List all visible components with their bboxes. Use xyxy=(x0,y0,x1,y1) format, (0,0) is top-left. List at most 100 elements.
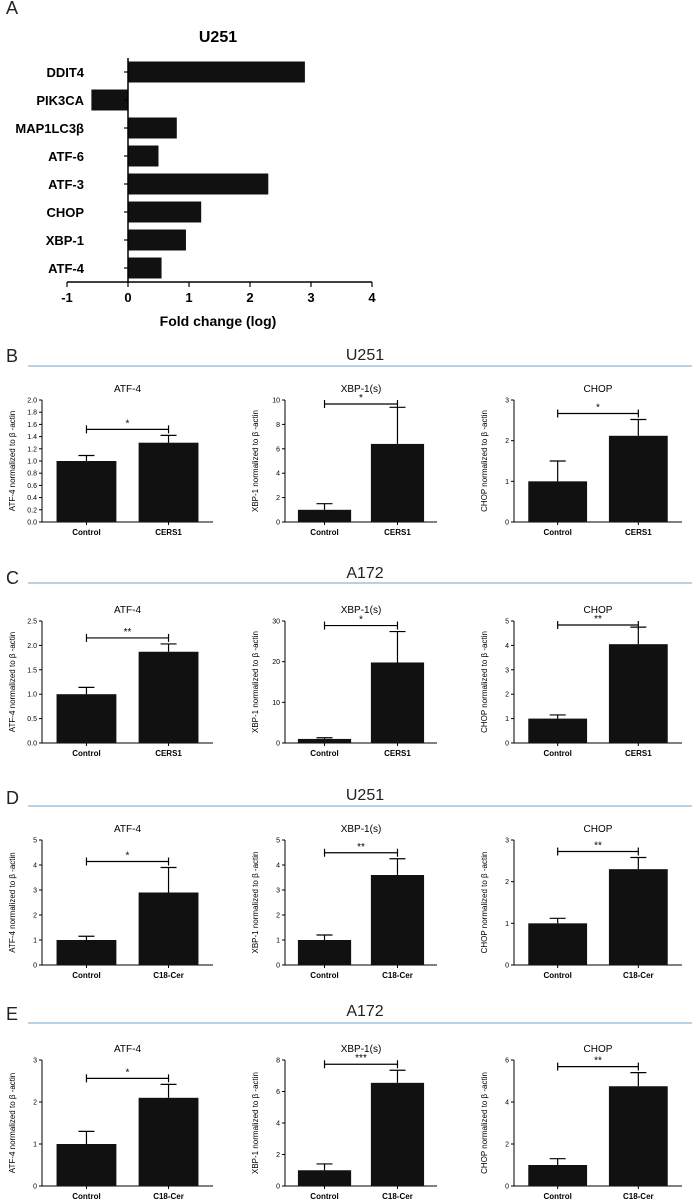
y-tick-label: 0.2 xyxy=(27,507,37,514)
y-tick-label: 0 xyxy=(505,963,509,970)
y-tick-label: 3 xyxy=(33,888,37,895)
x-tick-label: Control xyxy=(310,1192,338,1201)
bar-cers1 xyxy=(370,443,425,522)
category-label: MAP1LC3β xyxy=(15,121,84,136)
bar-ddit4 xyxy=(128,61,305,83)
y-tick-label: 30 xyxy=(272,619,280,626)
x-tick-label: 1 xyxy=(185,290,192,305)
y-tick-label: 5 xyxy=(276,838,280,845)
bar-control xyxy=(56,694,117,743)
bar-cers1 xyxy=(608,644,668,743)
y-tick-label: 1.5 xyxy=(27,667,37,674)
y-tick-label: 10 xyxy=(272,398,280,405)
panel-d-chart-xbp-1-s-: XBP-1(s) XBP-1 normalized to β -actin 0 1 2 3… xyxy=(251,824,437,980)
y-tick-label: 0 xyxy=(276,963,280,970)
bar-control xyxy=(56,461,117,522)
y-axis-label: CHOP normalized to β -actin xyxy=(480,852,489,954)
significance-marker: * xyxy=(126,418,130,429)
y-tick-label: 5 xyxy=(33,838,37,845)
subplot-title: CHOP xyxy=(584,824,613,835)
y-tick-label: 0.0 xyxy=(27,741,37,748)
y-tick-label: 1 xyxy=(505,479,509,486)
y-tick-label: 6 xyxy=(505,1058,509,1065)
panel-labels: A B C D E xyxy=(6,0,19,1024)
bar-atf-3 xyxy=(128,173,269,195)
bar-atf-6 xyxy=(128,145,159,167)
x-tick-label: Control xyxy=(543,749,571,758)
bar-control xyxy=(528,1165,588,1186)
x-tick-label: C18-Cer xyxy=(153,971,184,980)
subplot-title: XBP-1(s) xyxy=(341,1044,382,1055)
y-tick-label: 1.0 xyxy=(27,459,37,466)
panel-e-chart-atf-4: ATF-4 ATF-4 normalized to β -actin 0 1 2 3 Con… xyxy=(8,1044,213,1201)
significance-marker: ** xyxy=(594,841,602,852)
panel-b-chart-atf-4: ATF-4 ATF-4 normalized to β -actin 0.0 0.2 0… xyxy=(8,384,213,537)
panel-label-a: A xyxy=(6,0,18,18)
significance-marker: ** xyxy=(357,842,365,853)
x-tick-label: 3 xyxy=(307,290,314,305)
y-tick-label: 0.6 xyxy=(27,483,37,490)
y-axis-label: XBP-1 normalized to β -actin xyxy=(251,852,260,954)
panel-e-chart-xbp-1-s-: XBP-1(s) XBP-1 normalized to β -actin 0 2 4 6… xyxy=(251,1044,437,1201)
significance-marker: ** xyxy=(594,614,602,625)
y-tick-label: 0 xyxy=(33,1184,37,1191)
y-tick-label: 0.5 xyxy=(27,716,37,723)
panel-c-row-title: A172 xyxy=(346,565,383,582)
category-label: CHOP xyxy=(46,205,84,220)
bar-c18-cer xyxy=(138,892,199,965)
bar-map1lc3- xyxy=(128,117,177,139)
category-label: ATF-6 xyxy=(48,149,84,164)
subplot-title: ATF-4 xyxy=(114,824,141,835)
bar-c18-cer xyxy=(370,875,425,965)
x-tick-label: C18-Cer xyxy=(153,1192,184,1201)
bar-control xyxy=(297,1170,352,1186)
y-axis-label: CHOP normalized to β -actin xyxy=(480,631,489,733)
x-tick-label: Control xyxy=(310,971,338,980)
significance-marker: * xyxy=(359,393,363,404)
panel-c-chart-chop: CHOP CHOP normalized to β -actin 0 1 2 3 4 5 Con… xyxy=(480,605,682,758)
y-tick-label: 0.0 xyxy=(27,520,37,527)
panel-c-chart-atf-4: ATF-4 ATF-4 normalized to β -actin 0.0 0.5 1… xyxy=(8,605,213,758)
subplot-title: XBP-1(s) xyxy=(341,384,382,395)
panel-label-b: B xyxy=(6,346,18,366)
x-tick-label: 0 xyxy=(124,290,131,305)
category-label: DDIT4 xyxy=(46,65,84,80)
y-tick-label: 1.8 xyxy=(27,410,37,417)
y-axis-label: XBP-1 normalized to β -actin xyxy=(251,410,260,512)
panel-e-chart-chop: CHOP CHOP normalized to β -actin 0 2 4 6 Contr… xyxy=(480,1044,682,1201)
y-tick-label: 2.0 xyxy=(27,643,37,650)
x-tick-label: C18-Cer xyxy=(382,1192,413,1201)
subplot-title: ATF-4 xyxy=(114,384,141,395)
y-tick-label: 1.0 xyxy=(27,692,37,699)
x-axis-label: Fold change (log) xyxy=(160,313,277,329)
x-tick-label: 2 xyxy=(246,290,253,305)
y-tick-label: 0 xyxy=(505,741,509,748)
panel-b-chart-chop: CHOP CHOP normalized to β -actin 0 1 2 3 Contr… xyxy=(480,384,682,537)
panel-c-chart-xbp-1-s-: XBP-1(s) XBP-1 normalized to β -actin 0 10 2… xyxy=(251,605,437,758)
panel-label-c: C xyxy=(6,568,19,588)
y-tick-label: 1.2 xyxy=(27,446,37,453)
x-tick-label: Control xyxy=(543,528,571,537)
significance-marker: * xyxy=(126,851,130,862)
y-axis-label: CHOP normalized to β -actin xyxy=(480,410,489,512)
x-tick-label: Control xyxy=(72,749,100,758)
x-tick-label: Control xyxy=(72,971,100,980)
y-tick-label: 0 xyxy=(505,1184,509,1191)
panel-a-chart: U251 DDIT4 PIK3CA MAP1LC3β ATF-6 ATF-3 CHOP XBP… xyxy=(15,29,376,329)
y-axis-label: ATF-4 normalized to β -actin xyxy=(8,852,17,952)
y-tick-label: 8 xyxy=(276,422,280,429)
y-tick-label: 0 xyxy=(276,520,280,527)
x-tick-label: CERS1 xyxy=(155,749,182,758)
bar-control xyxy=(297,738,352,743)
panel-label-e: E xyxy=(6,1004,18,1024)
y-tick-label: 0.8 xyxy=(27,471,37,478)
bar-control xyxy=(528,923,588,965)
bar-c18-cer xyxy=(608,1086,668,1186)
x-tick-label: Control xyxy=(310,528,338,537)
y-tick-label: 3 xyxy=(33,1058,37,1065)
y-tick-label: 6 xyxy=(276,1089,280,1096)
y-axis-label: ATF-4 normalized to β -actin xyxy=(8,632,17,732)
y-tick-label: 2 xyxy=(276,1152,280,1159)
y-tick-label: 1 xyxy=(505,921,509,928)
y-tick-label: 1 xyxy=(33,1142,37,1149)
